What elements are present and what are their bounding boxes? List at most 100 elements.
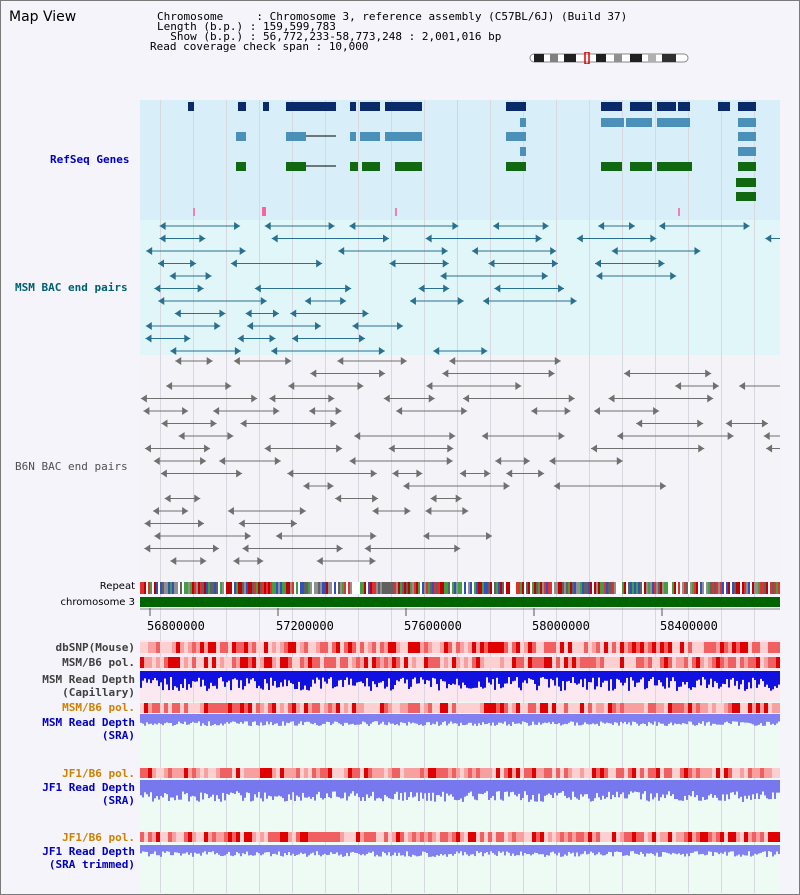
depth-bar[interactable] — [238, 845, 240, 854]
heat-cell[interactable] — [720, 832, 724, 842]
depth-bar[interactable] — [566, 671, 568, 682]
bac-end-marker[interactable] — [230, 259, 237, 268]
heat-cell[interactable] — [600, 832, 604, 842]
depth-bar[interactable] — [186, 780, 188, 794]
depth-bar[interactable] — [438, 714, 440, 726]
depth-bar[interactable] — [534, 780, 536, 802]
depth-bar[interactable] — [738, 780, 740, 799]
depth-bar[interactable] — [352, 780, 354, 792]
depth-bar[interactable] — [334, 714, 336, 722]
depth-bar[interactable] — [622, 714, 624, 724]
heat-cell[interactable] — [172, 657, 176, 668]
depth-bar[interactable] — [210, 671, 212, 683]
depth-bar[interactable] — [290, 845, 292, 856]
heat-cell[interactable] — [456, 832, 460, 842]
depth-bar[interactable] — [736, 780, 738, 792]
heat-cell[interactable] — [692, 657, 696, 668]
depth-bar[interactable] — [750, 845, 752, 857]
depth-bar[interactable] — [400, 845, 402, 856]
heat-cell[interactable] — [240, 657, 244, 668]
depth-bar[interactable] — [300, 780, 302, 801]
heat-cell[interactable] — [200, 657, 204, 668]
depth-bar[interactable] — [680, 671, 682, 687]
depth-bar[interactable] — [750, 780, 752, 800]
depth-bar[interactable] — [152, 845, 154, 854]
depth-bar[interactable] — [418, 845, 420, 857]
depth-bar[interactable] — [556, 845, 558, 856]
repeat-segment[interactable] — [542, 582, 544, 594]
depth-bar[interactable] — [142, 780, 144, 798]
depth-bar[interactable] — [546, 714, 548, 724]
depth-bar[interactable] — [716, 780, 718, 798]
repeat-segment[interactable] — [328, 582, 330, 594]
depth-bar[interactable] — [660, 671, 662, 683]
repeat-segment[interactable] — [322, 582, 324, 594]
depth-bar[interactable] — [440, 714, 442, 725]
heat-cell[interactable] — [432, 703, 436, 713]
heat-cell[interactable] — [372, 642, 376, 653]
heat-cell[interactable] — [236, 703, 240, 713]
repeat-segment[interactable] — [732, 582, 734, 594]
heat-cell[interactable] — [764, 768, 768, 778]
depth-bar[interactable] — [300, 671, 302, 691]
depth-bar[interactable] — [594, 714, 596, 725]
depth-bar[interactable] — [316, 671, 318, 678]
heat-cell[interactable] — [312, 832, 316, 842]
repeat-segment[interactable] — [508, 582, 510, 594]
heat-cell[interactable] — [188, 657, 192, 668]
depth-bar[interactable] — [566, 780, 568, 799]
depth-bar[interactable] — [620, 845, 622, 853]
depth-bar[interactable] — [584, 845, 586, 852]
depth-bar[interactable] — [440, 671, 442, 680]
depth-bar[interactable] — [596, 845, 598, 855]
depth-bar[interactable] — [322, 845, 324, 855]
depth-bar[interactable] — [248, 671, 250, 684]
depth-bar[interactable] — [160, 780, 162, 796]
heat-cell[interactable] — [452, 832, 456, 842]
heat-cell[interactable] — [652, 703, 656, 713]
depth-bar[interactable] — [722, 845, 724, 854]
heat-cell[interactable] — [208, 642, 212, 653]
depth-bar[interactable] — [710, 714, 712, 726]
bac-end-marker[interactable] — [591, 444, 598, 453]
heat-cell[interactable] — [364, 768, 368, 778]
depth-bar[interactable] — [426, 671, 428, 681]
depth-bar[interactable] — [638, 714, 640, 726]
heat-cell[interactable] — [220, 703, 224, 713]
depth-bar[interactable] — [180, 671, 182, 685]
heat-cell[interactable] — [308, 768, 312, 778]
repeat-segment[interactable] — [580, 582, 582, 594]
bac-end-marker[interactable] — [568, 394, 575, 403]
heat-cell[interactable] — [488, 703, 492, 713]
repeat-segment[interactable] — [710, 582, 712, 594]
repeat-segment[interactable] — [342, 582, 344, 594]
depth-bar[interactable] — [198, 845, 200, 854]
heat-cell[interactable] — [260, 832, 264, 842]
heat-cell[interactable] — [728, 768, 732, 778]
heat-cell[interactable] — [500, 657, 504, 668]
depth-bar[interactable] — [352, 671, 354, 686]
bac-end-marker[interactable] — [388, 444, 395, 453]
repeat-segment[interactable] — [386, 582, 388, 594]
heat-cell[interactable] — [724, 832, 728, 842]
repeat-segment[interactable] — [628, 582, 630, 594]
depth-bar[interactable] — [760, 845, 762, 853]
depth-bar[interactable] — [684, 845, 686, 857]
heat-cell[interactable] — [168, 657, 172, 668]
heat-cell[interactable] — [656, 703, 660, 713]
heat-cell[interactable] — [668, 768, 672, 778]
depth-bar[interactable] — [392, 714, 394, 724]
bac-end-marker[interactable] — [446, 457, 453, 465]
heat-cell[interactable] — [700, 642, 704, 653]
depth-bar[interactable] — [582, 780, 584, 797]
repeat-segment[interactable] — [330, 582, 332, 594]
depth-bar[interactable] — [332, 671, 334, 689]
depth-bar[interactable] — [224, 845, 226, 856]
heat-cell[interactable] — [248, 832, 252, 842]
bac-end-marker[interactable] — [264, 222, 271, 230]
depth-bar[interactable] — [628, 780, 630, 795]
repeat-segment[interactable] — [354, 582, 356, 594]
depth-bar[interactable] — [600, 780, 602, 800]
repeat-segment[interactable] — [480, 582, 482, 594]
heat-cell[interactable] — [508, 768, 512, 778]
